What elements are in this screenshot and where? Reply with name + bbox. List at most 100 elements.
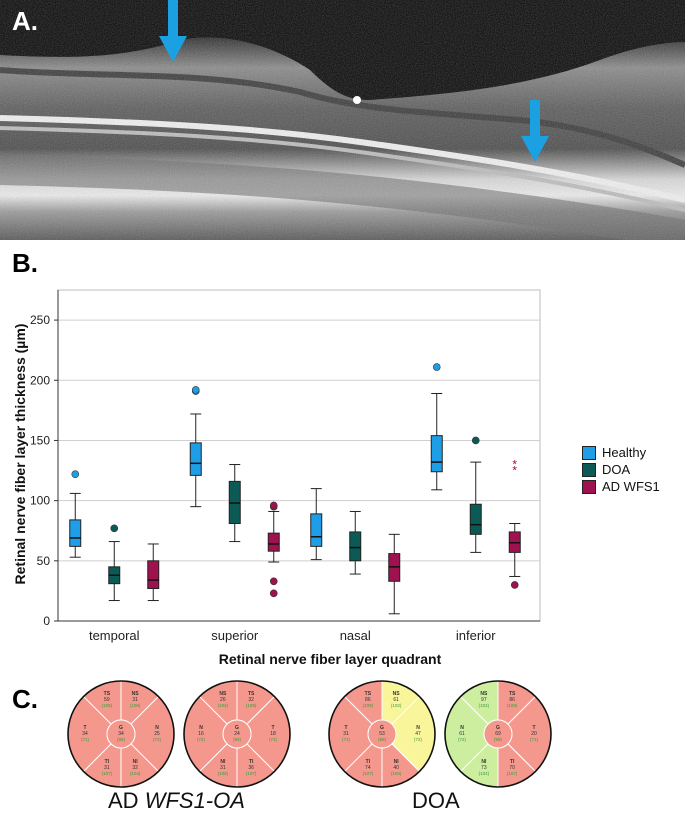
sector-value: 86 xyxy=(509,697,515,703)
sector-id: N xyxy=(199,725,203,731)
sector-reference: (71) xyxy=(81,737,90,742)
y-tick-label: 250 xyxy=(30,313,50,327)
legend-item-ad-wfs1: AD WFS1 xyxy=(582,478,660,495)
y-tick-label: 0 xyxy=(43,614,50,628)
outlier-point xyxy=(471,436,480,445)
sector-reference: (107) xyxy=(507,771,518,776)
sector-value: 31 xyxy=(220,765,226,771)
rnfl-diagrams-panel: C. TS 59 (109) NS 31 (106) N 25 (72) NI 32 (104) TI 3… xyxy=(0,676,685,837)
sector-id: T xyxy=(532,725,535,731)
sector-id: NI xyxy=(220,759,226,765)
sector-value: 16 xyxy=(198,731,204,737)
sector-reference: (72) xyxy=(414,737,423,742)
sector-id: NS xyxy=(393,691,401,697)
legend: Healthy DOA AD WFS1 xyxy=(582,444,660,495)
sector-value: 97 xyxy=(481,697,487,703)
diagram-outline xyxy=(328,680,436,788)
box-ad-wfs1-nasal xyxy=(388,533,401,615)
x-tick-label: inferior xyxy=(456,628,496,643)
sector-value: 31 xyxy=(343,731,349,737)
box-healthy-temporal xyxy=(69,470,82,558)
sector-value: 32 xyxy=(132,765,138,771)
sector-reference: (109) xyxy=(246,703,257,708)
legend-label: AD WFS1 xyxy=(602,479,660,494)
sector-reference: (99) xyxy=(378,737,387,742)
sector-id: NI xyxy=(394,759,400,765)
box-ad-wfs1-superior xyxy=(267,501,280,598)
diagram-outline xyxy=(444,680,552,788)
sector-id: NS xyxy=(219,691,227,697)
sector-value: 34 xyxy=(118,731,124,737)
sector-reference: (109) xyxy=(102,703,113,708)
oct-scan-image xyxy=(0,0,685,250)
legend-label: Healthy xyxy=(602,445,647,460)
sector-value: 32 xyxy=(248,697,254,703)
box-doa-superior xyxy=(228,464,241,543)
sector-reference: (107) xyxy=(102,771,113,776)
sector-value: 70 xyxy=(509,765,515,771)
sector-value: 26 xyxy=(220,697,226,703)
x-tick-label: superior xyxy=(211,628,259,643)
extreme-star: * xyxy=(512,464,517,478)
sector-value: 61 xyxy=(459,731,465,737)
boxplot-panel: B. Retinal nerve fiber layer thickness (… xyxy=(0,246,685,671)
caption-ad-wfs1-oa: AD WFS1-OA xyxy=(108,788,245,814)
sector-reference: (71) xyxy=(269,737,278,742)
sector-shape xyxy=(483,719,513,749)
sector-reference: (107) xyxy=(363,771,374,776)
sector-id: TS xyxy=(509,691,516,697)
outlier-point xyxy=(269,589,278,598)
sector-id: NS xyxy=(132,691,140,697)
sector-id: G xyxy=(235,725,239,731)
y-tick-label: 150 xyxy=(30,433,50,447)
sector-reference: (104) xyxy=(391,771,402,776)
sector-id: T xyxy=(344,725,347,731)
sector-id: TS xyxy=(104,691,111,697)
y-tick-label: 50 xyxy=(37,554,51,568)
sector-reference: (107) xyxy=(246,771,257,776)
outlier-point xyxy=(110,524,119,533)
sector-value: 20 xyxy=(531,731,537,737)
outlier-point xyxy=(432,363,441,371)
outlier-point xyxy=(510,581,519,589)
extreme-star: * xyxy=(512,458,517,472)
sector-value: 24 xyxy=(234,731,240,737)
y-tick-label: 100 xyxy=(30,494,50,508)
sector-id: N xyxy=(416,725,420,731)
sector-id: TS xyxy=(365,691,372,697)
arrow-down-icon xyxy=(159,0,187,62)
sector-reference: (104) xyxy=(479,771,490,776)
box-ad-wfs1-inferior xyxy=(508,523,521,589)
sector-id: TI xyxy=(105,759,110,765)
sector-id: NI xyxy=(133,759,139,765)
sector-reference: (102) xyxy=(218,703,229,708)
box-doa-nasal xyxy=(349,510,362,575)
sector-id: TI xyxy=(510,759,515,765)
box-iqr xyxy=(430,435,443,473)
sector-value: 34 xyxy=(82,731,88,737)
sector-g: G53(99) xyxy=(367,719,397,749)
sector-value: 61 xyxy=(393,697,399,703)
sector-value: 36 xyxy=(248,765,254,771)
sector-value: 47 xyxy=(415,731,421,737)
legend-item-healthy: Healthy xyxy=(582,444,660,461)
sector-id: TI xyxy=(249,759,254,765)
sector-reference: (72) xyxy=(458,737,467,742)
legend-swatch xyxy=(582,479,596,494)
diagram-outline xyxy=(67,680,175,788)
sector-value: 69 xyxy=(495,731,501,737)
sector-reference: (72) xyxy=(153,737,162,742)
outlier-point xyxy=(269,577,278,586)
caption-italic: WFS1-OA xyxy=(144,788,245,813)
sector-id: T xyxy=(83,725,86,731)
legend-swatch xyxy=(582,462,596,477)
sector-value: 59 xyxy=(104,697,110,703)
sector-value: 25 xyxy=(154,731,160,737)
box-iqr xyxy=(189,442,202,476)
plot-frame xyxy=(57,289,541,622)
sector-reference: (102) xyxy=(479,703,490,708)
sector-reference: (104) xyxy=(130,771,141,776)
